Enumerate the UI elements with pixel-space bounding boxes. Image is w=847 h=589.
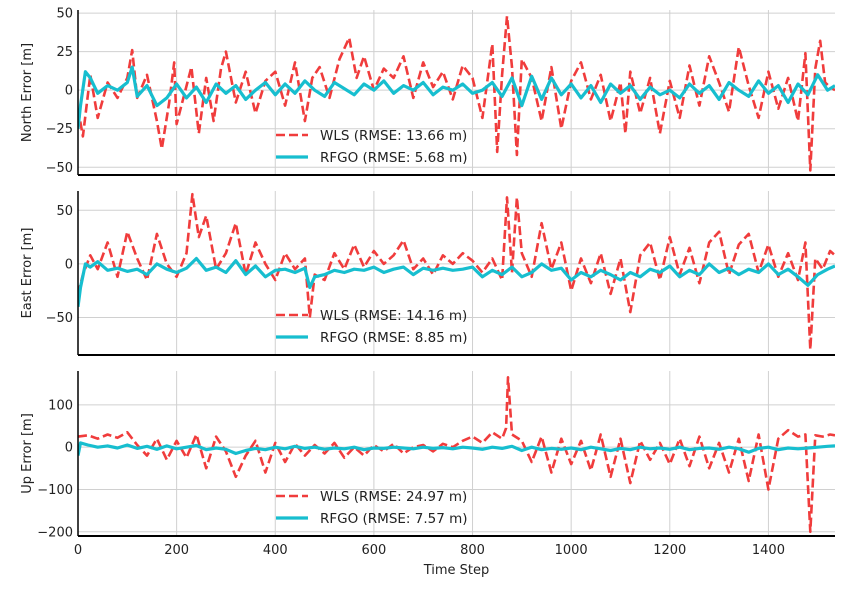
x-tick-label: 200 xyxy=(164,543,189,558)
y-tick-label: 0 xyxy=(65,257,73,272)
legend-label: WLS (RMSE: 24.97 m) xyxy=(320,489,467,505)
x-tick-label: 1200 xyxy=(653,543,686,558)
x-axis-label: Time Step xyxy=(423,563,490,578)
x-tick-label: 800 xyxy=(460,543,485,558)
wls-series-line xyxy=(78,375,835,534)
y-tick-label: −50 xyxy=(46,311,73,326)
y-axis-label: East Error [m] xyxy=(20,228,35,319)
subplot-1: −50 −25 0 25 50 North Error [m] WLS (RMSE: 13.… xyxy=(20,7,835,176)
y-tick-label: −25 xyxy=(46,122,73,137)
x-tick-label: 600 xyxy=(361,543,386,558)
rfgo-series-line xyxy=(78,441,835,456)
y-tick-label: 100 xyxy=(48,398,73,413)
legend-label: RFGO (RMSE: 5.68 m) xyxy=(320,150,468,166)
rfgo-series-line xyxy=(78,256,835,308)
y-axis-label: North Error [m] xyxy=(20,43,35,142)
x-tick-label: 0 xyxy=(74,543,82,558)
y-tick-label: 0 xyxy=(65,84,73,99)
wls-series-line xyxy=(78,14,835,172)
wls-series-line xyxy=(78,192,835,351)
rfgo-series-line xyxy=(78,65,835,129)
y-tick-label: 50 xyxy=(56,7,73,22)
y-tick-label: −200 xyxy=(37,525,73,540)
y-tick-label: 0 xyxy=(65,441,73,456)
y-axis-label: Up Error [m] xyxy=(20,413,35,494)
legend-label: WLS (RMSE: 14.16 m) xyxy=(320,308,467,324)
y-tick-label: 50 xyxy=(56,204,73,219)
y-tick-label: −100 xyxy=(37,483,73,498)
x-tick-label: 400 xyxy=(263,543,288,558)
y-tick-label: 25 xyxy=(56,45,73,60)
legend-label: RFGO (RMSE: 8.85 m) xyxy=(320,330,468,346)
x-tick-label: 1000 xyxy=(555,543,588,558)
legend-label: RFGO (RMSE: 7.57 m) xyxy=(320,511,468,527)
legend-label: WLS (RMSE: 13.66 m) xyxy=(320,128,467,144)
y-tick-label: −50 xyxy=(46,161,73,176)
x-tick-label: 1400 xyxy=(752,543,785,558)
subplot-2: −50 0 50 East Error [m] WLS (RMSE: 14.16 m) R… xyxy=(20,191,835,356)
